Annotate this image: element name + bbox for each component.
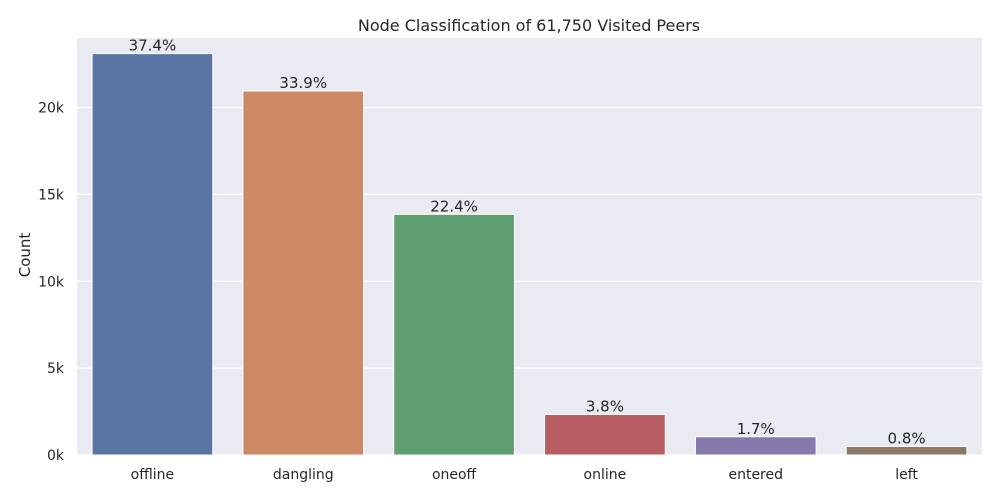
bar-offline: [91, 53, 214, 456]
y-tick-labels: 0k 5k 10k 15k 20k: [38, 101, 65, 465]
chart-title: Node Classification of 61,750 Visited Pe…: [358, 16, 700, 35]
y-tick-label: 0k: [47, 448, 65, 464]
bar-value-label: 33.9%: [279, 74, 327, 92]
bar-value-label: 1.7%: [737, 420, 775, 438]
y-axis-label: Count: [16, 233, 34, 278]
grid-lines: [77, 106, 982, 456]
bar-left: [845, 445, 968, 456]
x-tick-label: dangling: [273, 467, 334, 483]
x-tick-label: entered: [728, 467, 783, 483]
bar-oneoff: [393, 213, 515, 456]
bar-labels: 37.4% 33.9% 22.4% 3.8% 1.7% 0.8%: [129, 37, 926, 448]
y-tick-label: 5k: [47, 361, 65, 377]
bar-entered: [694, 436, 817, 456]
bar-online: [544, 414, 666, 456]
y-tick-label: 10k: [38, 274, 65, 290]
x-tick-label: left: [895, 467, 918, 483]
x-tick-label: online: [584, 467, 627, 483]
bar-value-label: 22.4%: [430, 197, 478, 215]
y-tick-label: 20k: [38, 101, 65, 117]
bars: [91, 53, 968, 456]
y-tick-label: 15k: [38, 187, 65, 203]
bar-value-label: 0.8%: [888, 429, 926, 447]
bar-dangling: [242, 90, 365, 456]
bar-value-label: 37.4%: [129, 37, 177, 55]
x-tick-label: offline: [131, 467, 174, 483]
bar-value-label: 3.8%: [586, 398, 624, 416]
x-tick-labels: offline dangling oneoff online entered left: [131, 467, 919, 483]
x-tick-label: oneoff: [432, 467, 477, 483]
